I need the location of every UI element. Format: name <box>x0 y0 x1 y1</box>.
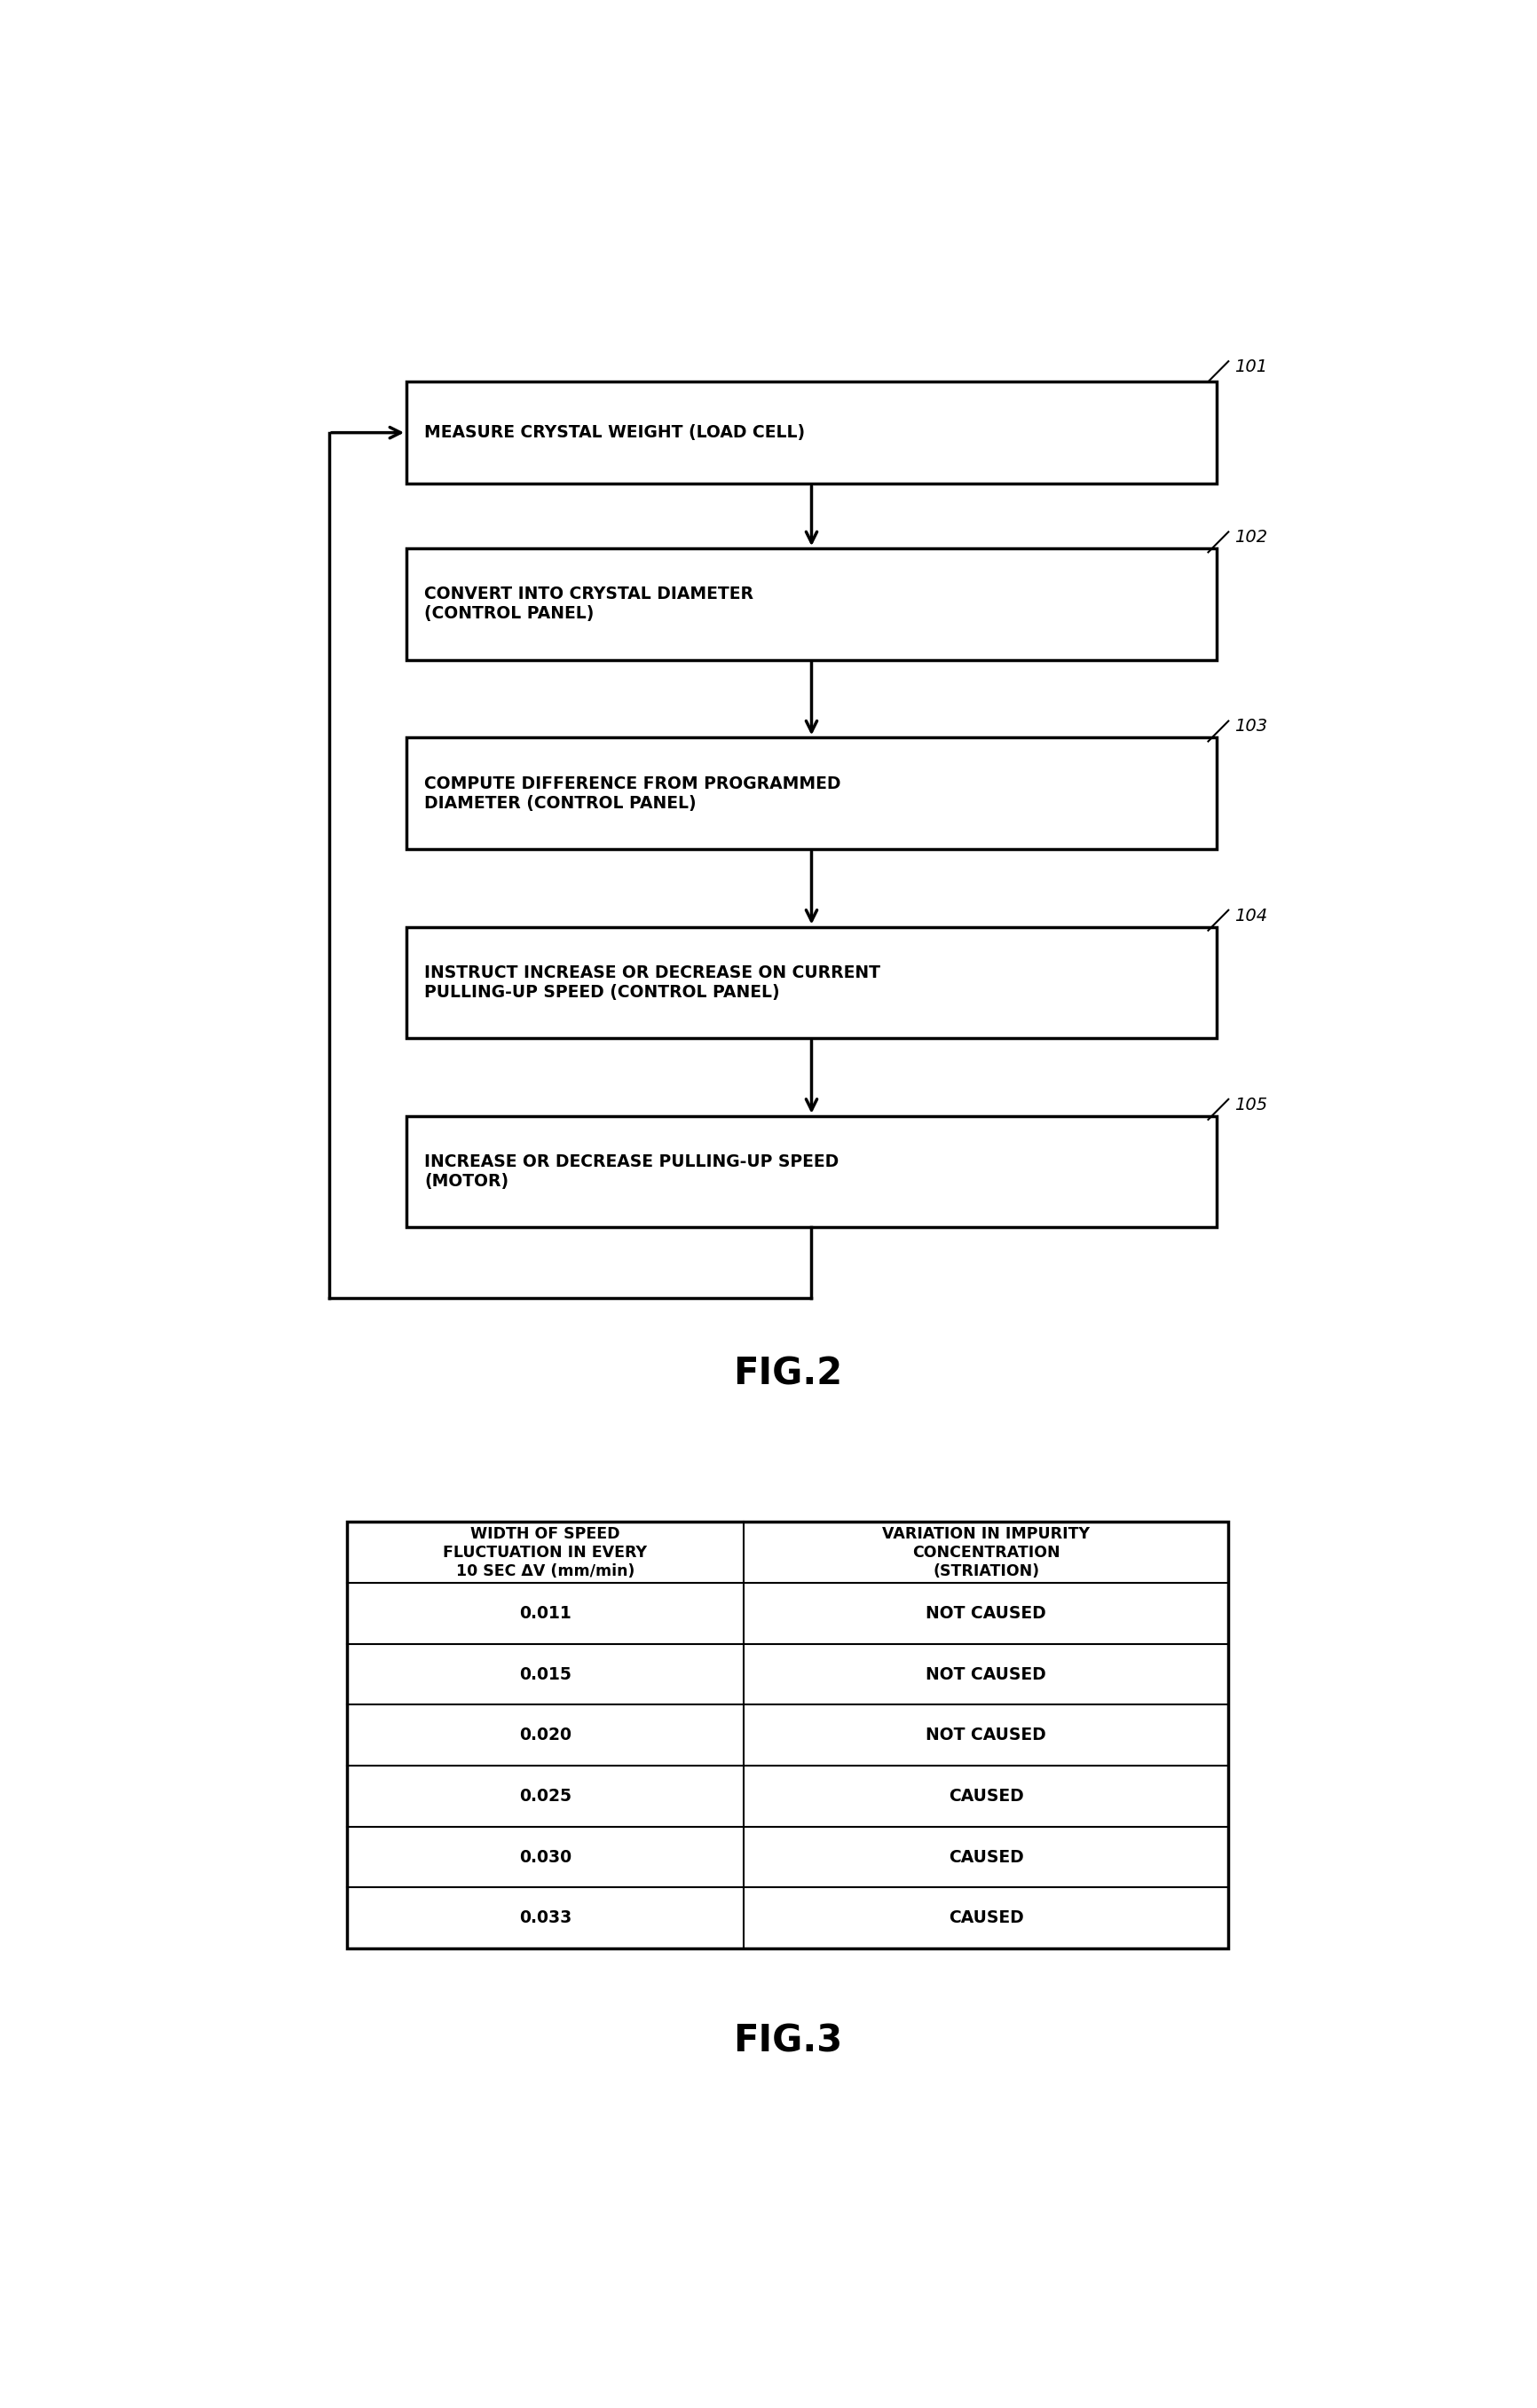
Bar <box>347 1522 1228 1948</box>
Text: CAUSED: CAUSED <box>948 1849 1024 1866</box>
Text: CAUSED: CAUSED <box>948 1910 1024 1926</box>
Text: MEASURE CRYSTAL WEIGHT (LOAD CELL): MEASURE CRYSTAL WEIGHT (LOAD CELL) <box>424 424 805 441</box>
Text: 104: 104 <box>1234 908 1268 925</box>
Text: INSTRUCT INCREASE OR DECREASE ON CURRENT
PULLING-UP SPEED (CONTROL PANEL): INSTRUCT INCREASE OR DECREASE ON CURRENT… <box>424 963 881 1002</box>
Text: NOT CAUSED: NOT CAUSED <box>925 1727 1047 1743</box>
Text: 0.030: 0.030 <box>520 1849 572 1866</box>
Bar <box>406 737 1217 850</box>
Text: 102: 102 <box>1234 530 1268 547</box>
Text: COMPUTE DIFFERENCE FROM PROGRAMMED
DIAMETER (CONTROL PANEL): COMPUTE DIFFERENCE FROM PROGRAMMED DIAME… <box>424 775 841 811</box>
Text: INCREASE OR DECREASE PULLING-UP SPEED
(MOTOR): INCREASE OR DECREASE PULLING-UP SPEED (M… <box>424 1153 839 1190</box>
Text: NOT CAUSED: NOT CAUSED <box>925 1604 1047 1623</box>
Text: 103: 103 <box>1234 718 1268 734</box>
Text: 0.020: 0.020 <box>520 1727 572 1743</box>
Text: CONVERT INTO CRYSTAL DIAMETER
(CONTROL PANEL): CONVERT INTO CRYSTAL DIAMETER (CONTROL P… <box>424 585 753 621</box>
Text: NOT CAUSED: NOT CAUSED <box>925 1666 1047 1683</box>
Text: WIDTH OF SPEED
FLUCTUATION IN EVERY
10 SEC ΔV (mm/min): WIDTH OF SPEED FLUCTUATION IN EVERY 10 S… <box>443 1527 647 1580</box>
Text: CAUSED: CAUSED <box>948 1787 1024 1804</box>
Text: 105: 105 <box>1234 1096 1268 1112</box>
Text: 0.033: 0.033 <box>520 1910 572 1926</box>
Text: 101: 101 <box>1234 359 1268 376</box>
Text: 0.011: 0.011 <box>520 1604 572 1623</box>
Bar <box>406 549 1217 660</box>
Text: FIG.3: FIG.3 <box>733 2023 842 2059</box>
Text: VARIATION IN IMPURITY
CONCENTRATION
(STRIATION): VARIATION IN IMPURITY CONCENTRATION (STR… <box>882 1527 1090 1580</box>
Text: FIG.2: FIG.2 <box>733 1356 842 1392</box>
Bar <box>406 1115 1217 1228</box>
Bar <box>406 380 1217 484</box>
Bar <box>406 927 1217 1038</box>
Text: 0.015: 0.015 <box>520 1666 572 1683</box>
Text: 0.025: 0.025 <box>520 1787 572 1804</box>
